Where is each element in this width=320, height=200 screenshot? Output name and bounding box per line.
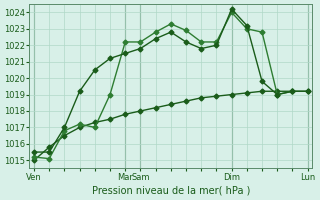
X-axis label: Pression niveau de la mer( hPa ): Pression niveau de la mer( hPa ) — [92, 186, 250, 196]
